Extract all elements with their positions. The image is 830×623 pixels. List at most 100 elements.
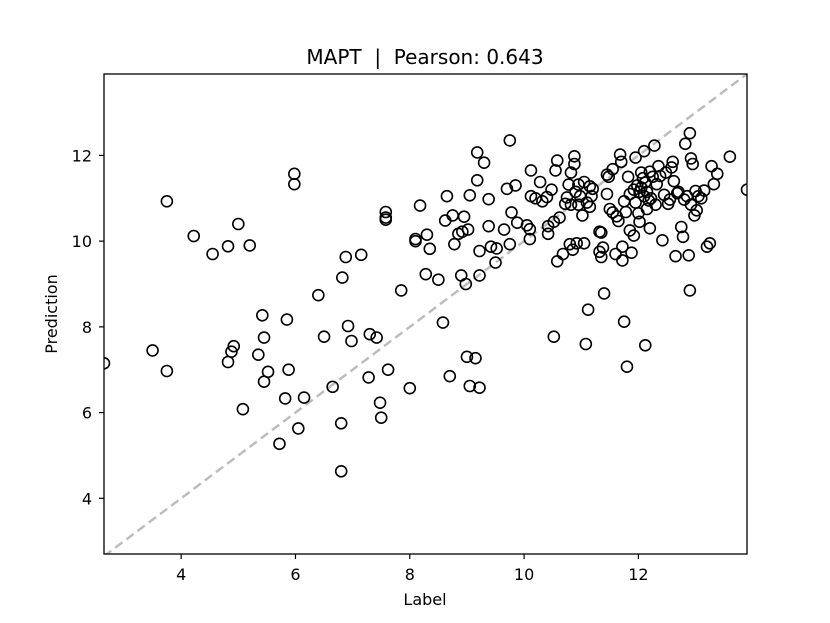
scatter-point [221,355,235,369]
scatter-point [288,167,301,181]
scatter-point [503,237,517,251]
chart-title: MAPT | Pearson: 0.643 [306,45,543,69]
scatter-point [225,345,238,359]
scatter-point [594,250,608,264]
x-tick-label: 12 [628,565,648,584]
scatter-point [620,360,634,374]
scatter-point [644,191,658,205]
scatter-point [423,242,437,256]
scatter-point [413,199,427,212]
scatter-point [524,164,538,177]
scatter-point [236,402,250,416]
scatter-point [703,236,717,250]
scatter-point [683,284,697,297]
x-tick-label: 4 [176,565,186,584]
scatter-point [227,339,241,353]
scatter-point [684,152,698,165]
scatter-point [463,188,477,202]
scatter-point [629,151,642,164]
scatter-point [256,308,269,322]
scatter-point [489,256,502,269]
scatter-point [282,363,295,377]
scatter-point [443,369,457,383]
scatter-point [600,187,614,201]
plot-frame [103,73,748,555]
scatter-point [362,371,375,384]
scatter-point [723,150,737,164]
x-tick-label: 8 [405,565,415,584]
scatter-point [297,391,311,404]
scatter-point [341,319,355,333]
scatter-point [420,228,434,242]
scatter-point [686,157,700,171]
scatter-point [602,170,615,184]
scatter-point [678,137,692,151]
scatter-point [616,254,629,267]
scatter-point [606,162,619,176]
y-tick-label: 6 [82,404,92,423]
scatter-point [541,227,555,241]
scatter-point [460,350,474,364]
scatter-point [594,226,608,239]
scatter-point [482,219,495,233]
scatter-point [690,203,704,217]
scatter-point [609,247,622,261]
scatter-point [585,189,598,203]
scatter-point [288,177,301,191]
scatter-point [334,416,348,430]
y-tick-label: 4 [82,489,92,508]
scatter-point [566,243,579,257]
scatter-point [523,232,537,246]
scatter-point [374,411,388,425]
scatter-point [637,144,651,158]
scatter-point [440,189,454,203]
scatter-point [572,198,585,212]
scatter-point [577,236,591,250]
scatter-point [273,437,286,451]
scatter-point [473,381,486,395]
scatter-point [560,191,574,204]
scatter-point [638,338,652,352]
scatter-point [558,197,572,211]
x-tick-label: 6 [290,565,300,584]
scatter-point [650,177,663,191]
scatter-point [665,161,678,174]
reference-diagonal-line [104,74,747,554]
scatter-point [461,223,475,236]
scatter-point [533,175,547,189]
scatter-point [583,179,597,193]
scatter-point [432,273,445,287]
y-axis: 4 6 8 10 12 [72,146,104,508]
scatter-point [477,156,491,170]
scatter-point [523,222,537,236]
scatter-point [553,211,566,224]
scatter-point [104,356,111,370]
y-tick-label: 10 [72,232,92,251]
scatter-point [292,422,305,435]
scatter-point [470,146,484,159]
scatter-point [520,218,534,232]
y-tick-label: 8 [82,318,92,337]
scatter-point [612,214,625,228]
scatter-point [666,155,679,169]
y-tick-label: 12 [72,146,92,165]
scatter-point [621,170,635,184]
scatter-point [576,209,589,222]
scatter-point [627,229,641,242]
scatter-point [674,220,688,234]
scatter-point [570,236,583,250]
scatter-point [354,248,368,262]
scatter-point [278,392,292,405]
scatter-point [336,271,349,284]
scatter-point [643,221,657,235]
scatter-point [456,225,469,239]
scatter-point [562,178,575,191]
scatter-point [564,166,578,179]
scatter-point [619,205,633,219]
scatter-point [652,159,665,173]
scatter-point [616,240,629,254]
scatter-point [646,170,659,184]
scatter-point [379,211,393,224]
scatter-point [312,288,325,302]
scatter-point [705,159,718,173]
